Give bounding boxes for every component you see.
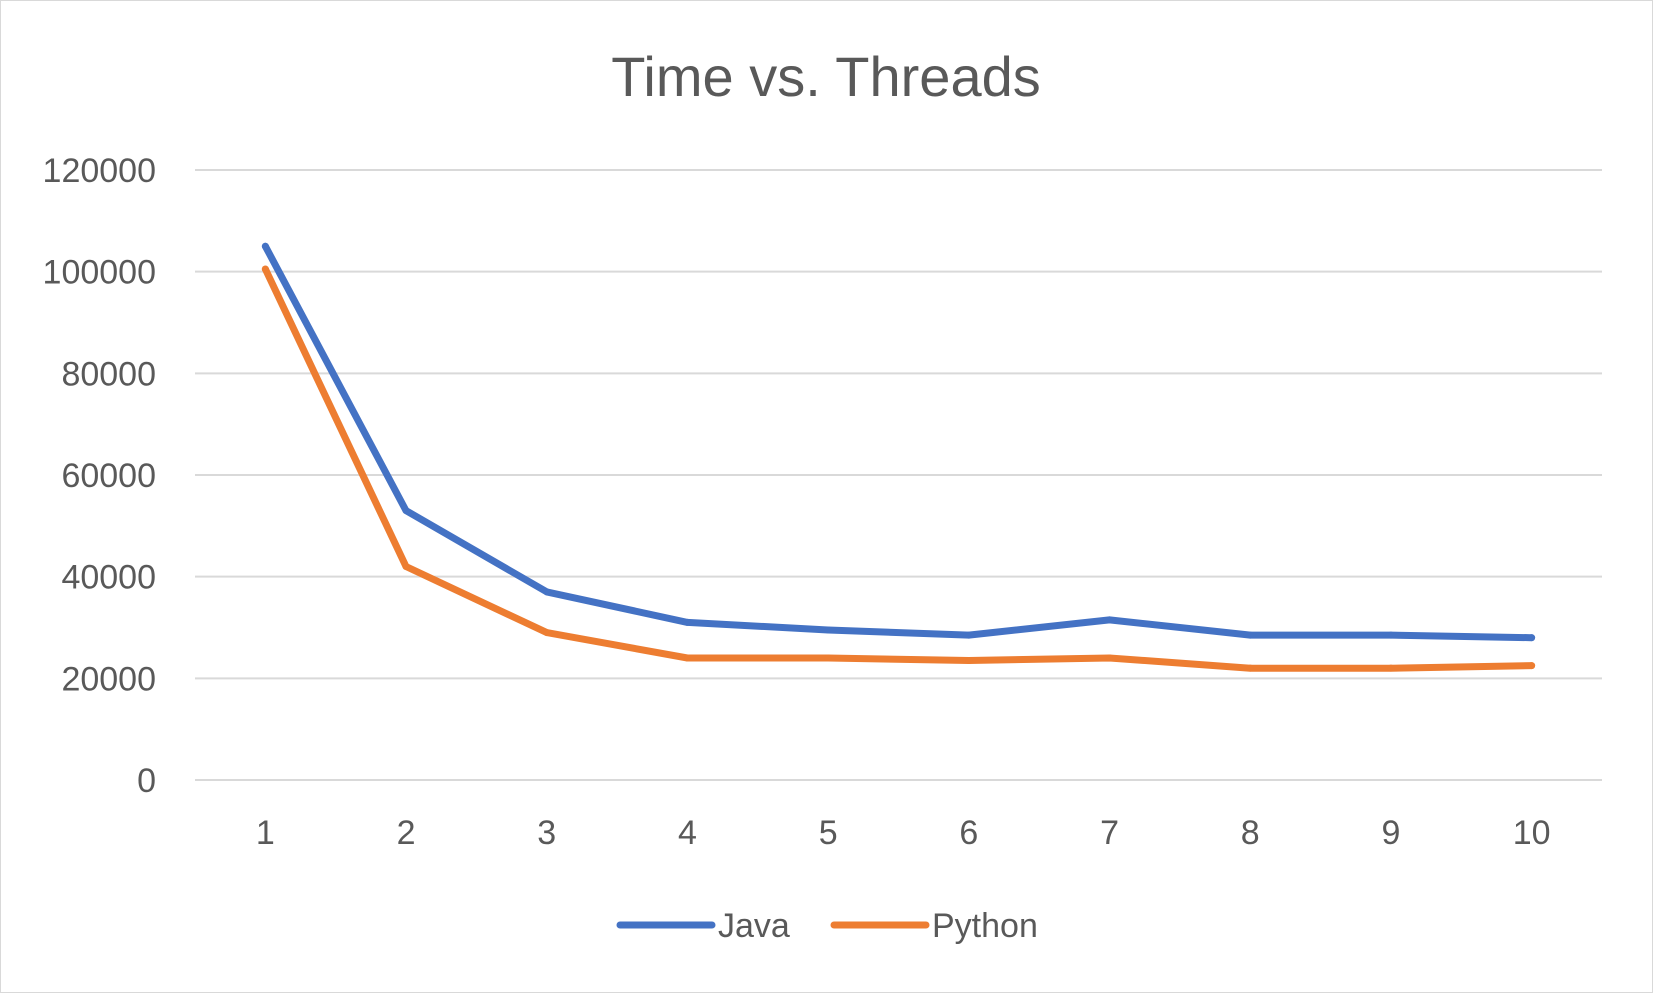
data-point-java (402, 507, 410, 515)
x-tick-label: 5 (819, 814, 838, 852)
data-point-python (683, 654, 691, 662)
data-point-java (261, 242, 269, 250)
data-point-python (1387, 664, 1395, 672)
y-tick-label: 100000 (43, 254, 156, 292)
data-point-java (1106, 616, 1114, 624)
legend: Java Python (616, 907, 1038, 945)
y-tick-label: 0 (137, 762, 156, 800)
data-point-python (824, 654, 832, 662)
y-axis-ticks: 0 20000 40000 60000 80000 100000 120000 (43, 152, 156, 800)
x-tick-label: 2 (397, 814, 416, 852)
gridlines (195, 169, 1602, 781)
data-point-python (1528, 662, 1536, 670)
x-tick-label: 7 (1100, 814, 1119, 852)
y-tick-label: 40000 (61, 559, 156, 597)
y-tick-label: 80000 (61, 355, 156, 393)
data-point-java (683, 618, 691, 626)
data-point-python (1106, 654, 1114, 662)
x-tick-label: 1 (256, 814, 275, 852)
data-point-python (261, 265, 269, 273)
data-point-python (402, 563, 410, 570)
x-tick-label: 3 (537, 814, 556, 852)
x-tick-label: 4 (678, 814, 697, 852)
series-line-java (261, 242, 1536, 642)
data-point-java (824, 626, 832, 634)
y-tick-label: 60000 (61, 457, 156, 495)
data-point-python (1246, 664, 1254, 672)
data-point-java (965, 631, 973, 639)
data-point-python (543, 629, 551, 637)
x-tick-label: 8 (1241, 814, 1260, 852)
x-tick-label: 6 (959, 814, 978, 852)
y-tick-label: 120000 (43, 152, 156, 190)
series-lines (261, 242, 1536, 672)
data-point-python (965, 657, 973, 665)
data-point-java (543, 588, 551, 596)
legend-label-java: Java (718, 907, 790, 945)
series-line-python (261, 265, 1536, 672)
x-tick-label: 10 (1513, 814, 1551, 852)
data-point-java (1528, 634, 1536, 642)
y-tick-label: 20000 (61, 660, 156, 698)
legend-label-python: Python (932, 907, 1038, 945)
data-point-java (1246, 631, 1254, 639)
data-point-java (1387, 631, 1395, 639)
chart-title: Time vs. Threads (611, 45, 1040, 108)
x-tick-label: 9 (1381, 814, 1400, 852)
x-axis-ticks: 1 2 3 4 5 6 7 8 9 10 (256, 814, 1551, 852)
